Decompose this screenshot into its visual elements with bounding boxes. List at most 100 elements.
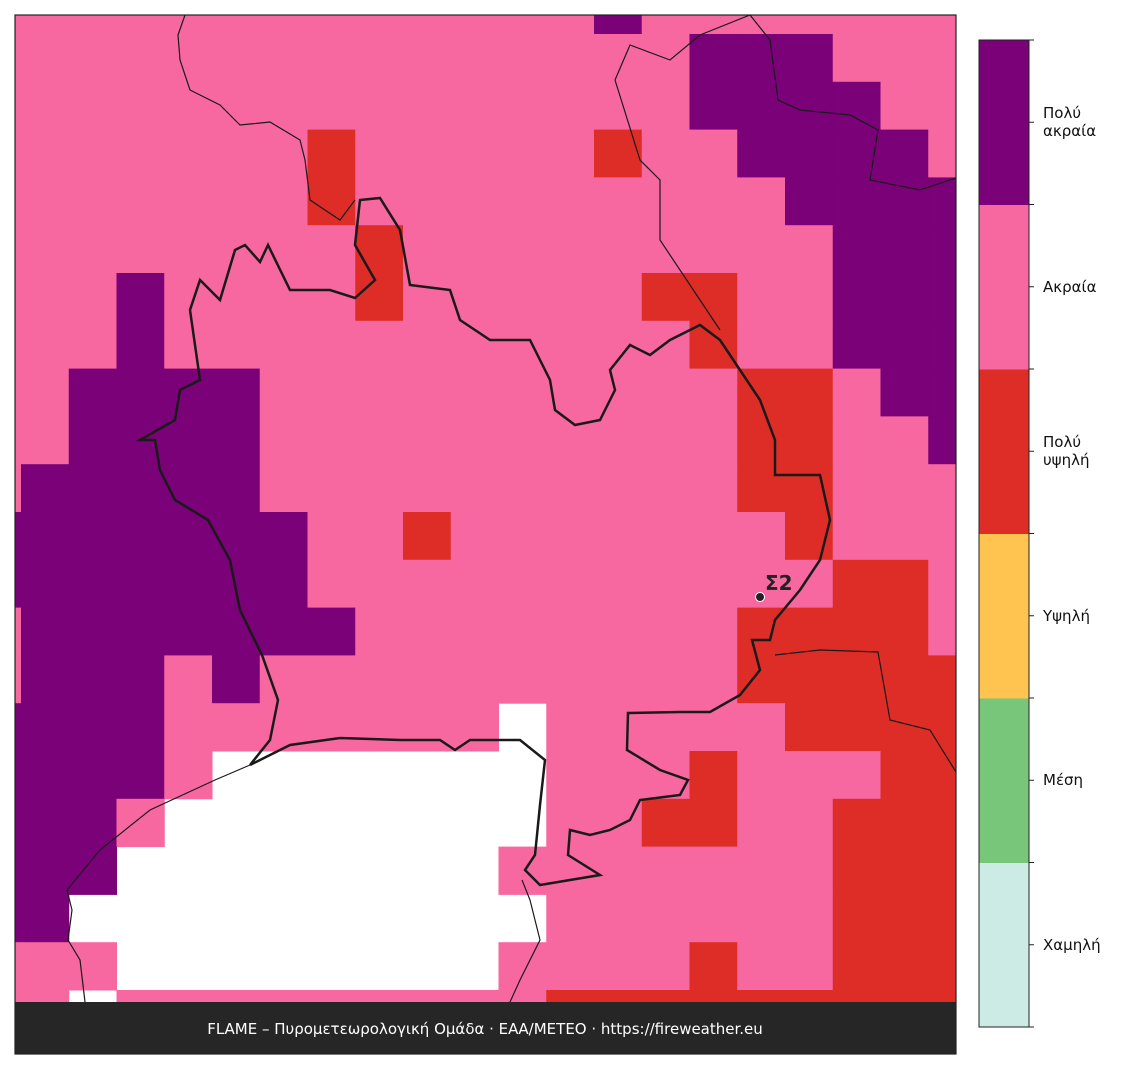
grid-cell: [594, 273, 643, 322]
grid-cell: [737, 15, 786, 35]
grid-cell: [307, 177, 356, 226]
grid-cell: [546, 464, 595, 513]
grid-cell: [21, 368, 70, 417]
grid-cell: [116, 320, 165, 370]
grid-cell: [785, 798, 834, 848]
grid-cell: [785, 751, 834, 800]
grid-cell: [68, 798, 117, 848]
grid-cell: [15, 464, 22, 513]
grid-cell: [594, 846, 643, 895]
grid-cell: [498, 846, 547, 895]
grid-cell: [164, 416, 213, 465]
grid-cell: [15, 894, 22, 943]
grid-cell: [546, 655, 595, 704]
grid-cell: [928, 942, 957, 991]
grid-cell: [259, 464, 308, 513]
grid-cell: [689, 177, 738, 226]
grid-cell: [832, 655, 881, 704]
grid-cell: [212, 559, 261, 609]
grid-cell: [832, 177, 881, 226]
grid-cell: [450, 703, 499, 752]
grid-cell: [21, 273, 70, 322]
grid-cell: [880, 655, 929, 704]
grid-cell: [355, 990, 404, 1003]
grid-cell: [832, 320, 881, 370]
grid-cell: [21, 990, 70, 1003]
grid-cell: [15, 34, 22, 83]
grid-cell: [880, 942, 929, 991]
grid-cell: [355, 177, 404, 226]
grid-cell: [689, 607, 738, 656]
grid-cell: [21, 81, 70, 131]
grid-cell: [785, 942, 834, 991]
grid-cell: [689, 225, 738, 274]
grid-cell: [21, 894, 70, 943]
grid-cell: [880, 751, 929, 800]
grid-cell: [355, 416, 404, 465]
grid-cell: [737, 81, 786, 131]
grid-cell: [641, 368, 690, 417]
grid-cell: [68, 129, 117, 178]
grid-cell: [116, 273, 165, 322]
grid-cell: [641, 798, 690, 848]
grid-cell: [832, 607, 881, 656]
grid-cell: [880, 129, 929, 178]
grid-cell: [594, 607, 643, 656]
grid-cell: [880, 559, 929, 609]
grid-cell: [689, 990, 738, 1003]
grid-cell: [68, 273, 117, 322]
grid-cell: [259, 655, 308, 704]
grid-cell: [259, 607, 308, 656]
grid-cell: [450, 368, 499, 417]
grid-cell: [15, 655, 22, 704]
grid-cell: [355, 320, 404, 370]
grid-cell: [928, 225, 957, 274]
grid-cell: [928, 320, 957, 370]
grid-cell: [880, 416, 929, 465]
grid-cell: [212, 129, 261, 178]
grid-cell: [498, 273, 547, 322]
grid-cell: [498, 942, 547, 991]
grid-cell: [164, 225, 213, 274]
grid-cell: [594, 894, 643, 943]
grid-cell: [68, 607, 117, 656]
grid-cell: [15, 512, 22, 561]
grid-cell: [307, 559, 356, 609]
grid-cell: [259, 15, 308, 35]
grid-cell: [307, 15, 356, 35]
grid-cell: [594, 798, 643, 848]
grid-cell: [832, 894, 881, 943]
grid-cell: [403, 34, 452, 83]
grid-cell: [641, 81, 690, 131]
grid-cell: [641, 15, 690, 35]
grid-cell: [403, 703, 452, 752]
grid-cell: [116, 751, 165, 800]
grid-cell: [785, 607, 834, 656]
grid-cell: [403, 15, 452, 35]
grid-cell: [737, 703, 786, 752]
grid-cell: [15, 416, 22, 465]
grid-cell: [498, 34, 547, 83]
grid-cell: [880, 15, 929, 35]
footer-text: FLAME – Πυρομετεωρολογική Ομάδα · ΕΑΑ/ME…: [207, 1020, 763, 1038]
grid-cell: [785, 225, 834, 274]
grid-cell: [307, 464, 356, 513]
grid-cell: [212, 512, 261, 561]
grid-cell: [68, 177, 117, 226]
grid-cell: [355, 703, 404, 752]
grid-cell: [403, 225, 452, 274]
grid-cell: [832, 990, 881, 1003]
grid-cell: [307, 225, 356, 274]
grid-cell: [164, 34, 213, 83]
grid-cell: [21, 798, 70, 848]
grid-cell: [116, 225, 165, 274]
grid-cell: [68, 34, 117, 83]
grid-cell: [498, 655, 547, 704]
grid-cell: [259, 225, 308, 274]
grid-cell: [641, 129, 690, 178]
grid-cell: [450, 559, 499, 609]
grid-cell: [15, 81, 22, 131]
grid-cell: [594, 225, 643, 274]
grid-cell: [259, 273, 308, 322]
